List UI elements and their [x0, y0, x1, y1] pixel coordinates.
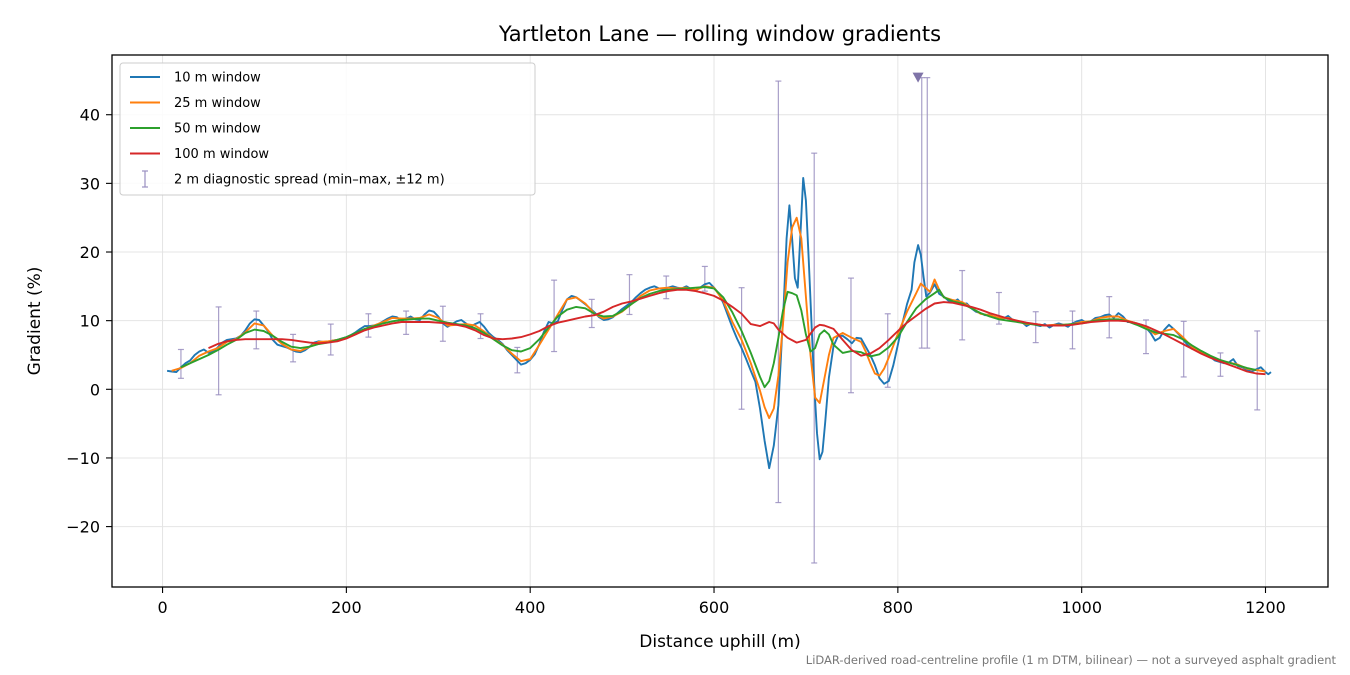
y-axis-label: Gradient (%) [25, 267, 45, 376]
diagnostic-spread-bar [327, 323, 334, 356]
x-tick-label: 800 [883, 598, 914, 617]
series-line-3 [180, 286, 1257, 389]
diagnostic-spread-bar [884, 313, 891, 388]
diagnostic-spread-bar [1032, 311, 1039, 344]
y-tick-label: 0 [90, 380, 100, 399]
x-tick-label: 600 [699, 598, 730, 617]
legend-label: 50 m window [174, 122, 261, 137]
diagnostic-spread-bar [1180, 320, 1187, 378]
legend-label: 10 m window [174, 71, 261, 86]
diagnostic-spread-bar [588, 298, 595, 329]
diagnostic-spread-bar [847, 277, 854, 394]
x-tick-label: 0 [157, 598, 167, 617]
y-tick-label: 20 [80, 243, 100, 262]
legend-box [119, 62, 536, 196]
footnote: LiDAR-derived road-centreline profile (1… [806, 653, 1337, 667]
diagnostic-spread-bar [215, 306, 222, 396]
x-axis-ticks: 0 200 400 600 800 1000 1200 [157, 587, 1286, 617]
y-axis-ticks: −20 −10 0 10 20 30 40 [66, 106, 112, 537]
series-line-2 [171, 216, 1266, 420]
diagnostic-spread-bar [924, 77, 931, 349]
diagnostic-spread-bar [1217, 352, 1224, 377]
legend: 10 m window 25 m window 50 m window 100 m w… [119, 62, 536, 196]
x-axis-label: Distance uphill (m) [639, 632, 800, 652]
y-tick-label: 10 [80, 312, 100, 331]
diagnostic-spread-bar [177, 348, 184, 379]
diagnostic-spread-bar [551, 279, 558, 353]
diagnostic-spread-bar [626, 274, 633, 316]
diagnostic-spread-bar [477, 313, 484, 340]
y-tick-label: −10 [66, 449, 100, 468]
y-tick-label: 30 [80, 174, 100, 193]
diagnostic-spread-bar [290, 333, 297, 363]
chart-title: Yartleton Lane — rolling window gradient… [498, 22, 941, 46]
y-tick-label: 40 [80, 106, 100, 125]
plot-area [166, 72, 1272, 564]
x-tick-label: 1000 [1061, 598, 1102, 617]
diagnostic-spread-bar [811, 152, 818, 564]
x-tick-label: 1200 [1245, 598, 1286, 617]
x-tick-label: 200 [331, 598, 362, 617]
legend-label: 2 m diagnostic spread (min–max, ±12 m) [174, 173, 445, 188]
legend-label: 25 m window [174, 96, 261, 111]
x-tick-label: 400 [515, 598, 546, 617]
series-line-1 [166, 176, 1272, 470]
series-line-4 [208, 288, 1266, 376]
off-scale-marker [912, 72, 924, 83]
y-tick-label: −20 [66, 518, 100, 537]
diagnostic-spread-bar [775, 80, 782, 504]
diagnostic-spread-bar [1069, 310, 1076, 350]
legend-errorbar-swatch [142, 170, 148, 188]
diagnostic-spread-bar [918, 77, 925, 349]
legend-label: 100 m window [174, 147, 269, 162]
